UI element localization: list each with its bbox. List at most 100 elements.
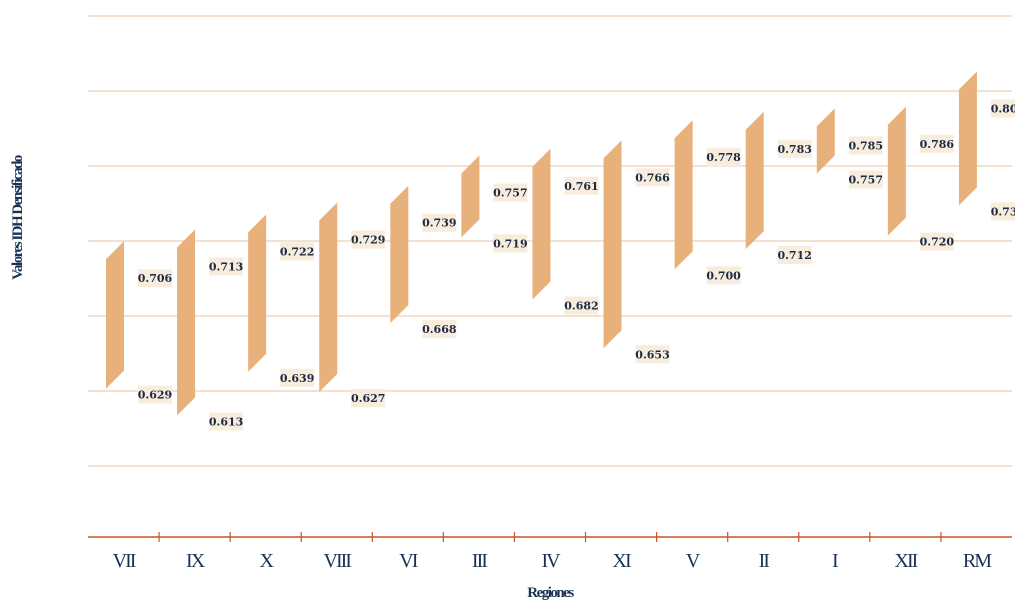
label-high-IX-text: 0.713 (209, 260, 243, 273)
label-low-II-text: 0.712 (777, 249, 811, 262)
label-high-X-text: 0.722 (280, 245, 314, 258)
bar-XII (887, 106, 906, 236)
label-high-VIII: 0.729 (351, 230, 386, 249)
label-low-RM-bg (990, 202, 1015, 221)
bar-III (461, 155, 480, 238)
label-high-II-bg (777, 139, 812, 158)
x-tick-label: IX (186, 550, 206, 572)
label-high-X: 0.722 (280, 242, 315, 261)
x-tick-label: V (686, 550, 701, 572)
label-high-VI: 0.739 (422, 213, 457, 232)
bar-I (816, 108, 835, 174)
label-low-XI-text: 0.653 (635, 348, 669, 361)
label-low-XII-text: 0.720 (920, 236, 955, 249)
label-low-I: 0.757 (848, 170, 883, 189)
label-low-X: 0.639 (280, 368, 315, 387)
label-low-IV-bg (564, 296, 599, 315)
bar-VII (106, 241, 124, 389)
label-low-VII-text: 0.629 (138, 389, 172, 402)
label-low-IV: 0.682 (564, 296, 599, 315)
bar-IX (177, 229, 196, 416)
label-high-XI: 0.766 (635, 168, 670, 187)
label-high-V-text: 0.778 (706, 151, 741, 164)
x-axis: VII IX X VIII VI III IV XI V II I XII RM (88, 532, 1012, 572)
label-low-IV-text: 0.682 (564, 300, 598, 313)
label-low-VII: 0.629 (138, 385, 172, 404)
label-low-X-text: 0.639 (280, 372, 314, 385)
bar-XI (603, 140, 622, 349)
label-high-IV-bg (564, 176, 599, 195)
label-high-V: 0.778 (706, 148, 741, 167)
bar-X (248, 214, 267, 372)
label-low-III: 0.719 (493, 234, 528, 253)
label-high-III-text: 0.757 (493, 186, 527, 199)
label-low-XII-bg (919, 232, 954, 251)
label-low-RM-text: 0.738 (991, 205, 1015, 218)
data-labels: 0.706 0.629 0.713 0.613 0.722 0.639 0.729 0.627… (138, 99, 1015, 431)
label-low-IX-bg (209, 412, 244, 431)
label-low-IX-text: 0.613 (209, 416, 243, 429)
label-low-V-text: 0.700 (706, 269, 741, 282)
x-tick-label: XI (613, 550, 631, 572)
label-high-I-bg (848, 136, 883, 155)
x-tick-label: VI (399, 550, 417, 572)
x-tick-label: XII (895, 550, 918, 572)
label-low-VII-bg (138, 385, 172, 404)
label-high-RM-text: 0.807 (991, 102, 1015, 115)
x-axis-title: Regiones (527, 585, 574, 601)
label-high-II-text: 0.783 (777, 143, 811, 156)
label-high-III: 0.757 (493, 183, 528, 202)
x-tick-label: I (832, 550, 838, 572)
bars (106, 71, 977, 416)
label-high-VIII-bg (351, 230, 386, 249)
label-high-RM: 0.807 (990, 99, 1015, 118)
label-low-III-text: 0.719 (493, 237, 527, 250)
label-low-VI-bg (422, 320, 457, 339)
label-high-VII-text: 0.706 (138, 272, 173, 285)
label-high-XII-text: 0.786 (920, 138, 955, 151)
label-low-VIII: 0.627 (351, 388, 386, 407)
x-tick-label: RM (963, 550, 992, 572)
x-tick-label: VII (113, 550, 136, 572)
label-high-VI-text: 0.739 (422, 217, 456, 230)
label-high-XI-bg (635, 168, 670, 187)
label-high-VII-bg (138, 269, 172, 288)
label-high-I-text: 0.785 (849, 139, 883, 152)
label-high-VIII-text: 0.729 (351, 234, 385, 247)
label-low-VI-text: 0.668 (422, 323, 457, 336)
label-low-V-bg (706, 266, 741, 285)
bar-II (745, 111, 764, 250)
label-high-IX: 0.713 (209, 257, 244, 276)
bar-VI (390, 185, 409, 324)
label-low-VIII-bg (351, 388, 386, 407)
label-high-IV-text: 0.761 (564, 180, 598, 193)
label-low-V: 0.700 (706, 266, 741, 285)
label-high-V-bg (706, 148, 741, 167)
label-high-IV: 0.761 (564, 176, 599, 195)
label-low-XI: 0.653 (635, 345, 670, 364)
label-high-III-bg (493, 183, 528, 202)
y-axis-title: Valores IDH Densificado (10, 155, 26, 280)
label-high-XI-text: 0.766 (635, 171, 670, 184)
label-high-X-bg (280, 242, 315, 261)
label-low-II: 0.712 (777, 246, 812, 265)
label-low-III-bg (493, 234, 528, 253)
label-low-IX: 0.613 (209, 412, 244, 431)
x-tick-label: X (259, 550, 274, 572)
label-low-XII: 0.720 (919, 232, 955, 251)
label-low-X-bg (280, 368, 315, 387)
bar-IV (532, 148, 551, 300)
label-low-II-bg (777, 246, 812, 265)
label-high-RM-bg (990, 99, 1015, 118)
label-high-VII: 0.706 (138, 269, 173, 288)
label-low-I-bg (848, 170, 883, 189)
label-high-II: 0.783 (777, 139, 812, 158)
label-low-VIII-text: 0.627 (351, 392, 385, 405)
x-tick-label: III (472, 550, 487, 572)
label-high-XII: 0.786 (920, 134, 955, 153)
label-low-RM: 0.738 (990, 202, 1015, 221)
label-high-I: 0.785 (848, 136, 883, 155)
label-high-IX-bg (209, 257, 244, 276)
label-low-I-text: 0.757 (849, 173, 883, 186)
